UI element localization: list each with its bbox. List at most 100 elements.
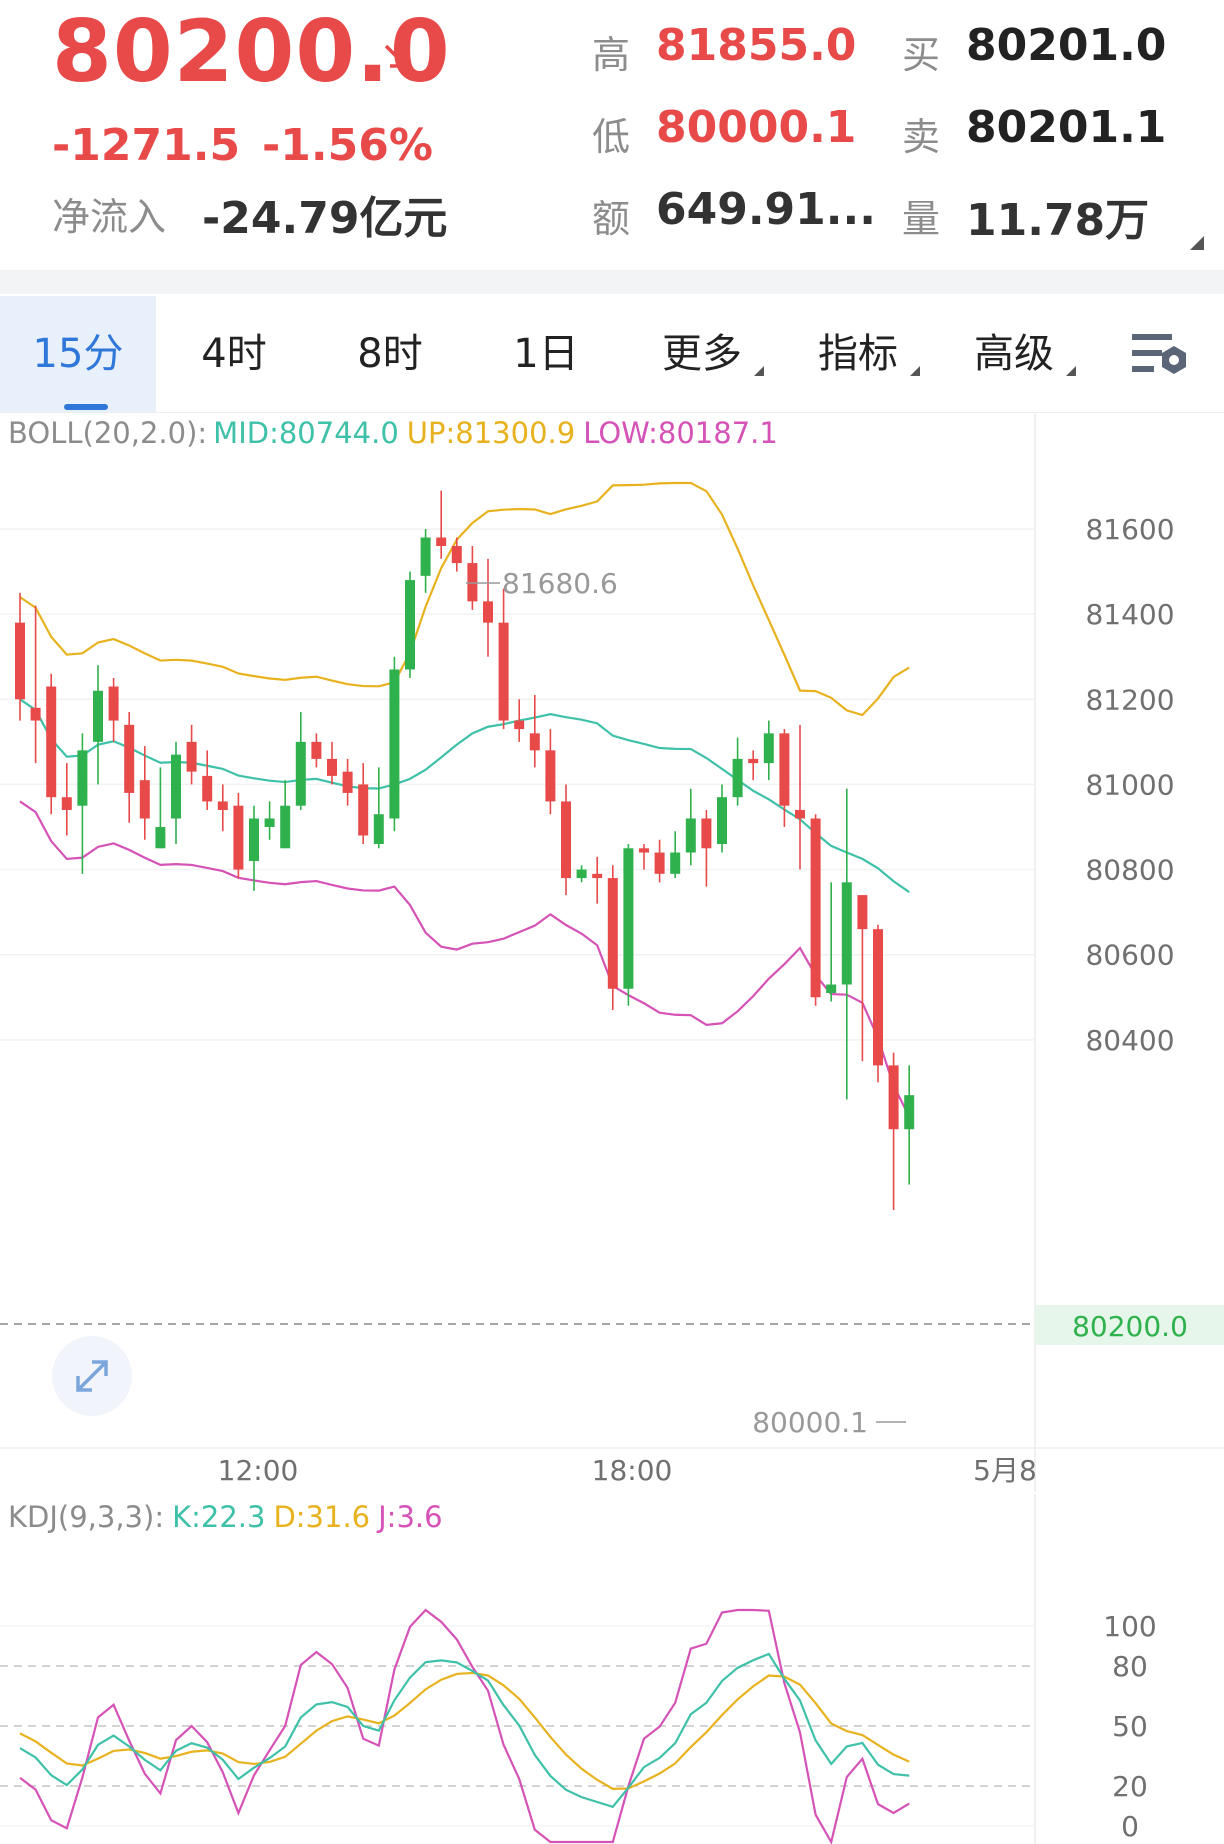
- tab-advanced[interactable]: 高级: [936, 296, 1092, 412]
- candle-body: [46, 686, 57, 798]
- candle-body: [888, 1065, 899, 1130]
- candle-body: [342, 771, 353, 793]
- candle-body: [202, 775, 213, 802]
- high-marker: 81680.6: [502, 567, 618, 600]
- last-price: 80200.0: [52, 2, 451, 102]
- buy-price: 80201.0: [966, 20, 1167, 71]
- price-axis: 81600 81400 81200 81000 80800 80600 80400: [1085, 513, 1174, 1057]
- boll-mid-value: MID:80744.0: [213, 416, 399, 450]
- expand-corner-icon[interactable]: [1190, 236, 1204, 250]
- price-down-arrow-icon: [384, 44, 408, 68]
- sell-label: 卖: [902, 115, 941, 159]
- kdj-axis: 100 80 50 20 0: [1103, 1610, 1156, 1843]
- time-label-1200: 12:00: [218, 1454, 299, 1487]
- dropdown-triangle-icon: [1066, 366, 1076, 376]
- candle-body: [561, 801, 571, 879]
- expand-arrows-icon: [76, 1360, 108, 1392]
- candle-body: [545, 750, 556, 802]
- tab-indicators[interactable]: 指标: [780, 296, 936, 412]
- time-label-1800: 18:00: [592, 1454, 673, 1487]
- kdj-j-value: J:3.6: [376, 1500, 442, 1534]
- candle-body: [358, 784, 369, 836]
- candle-body: [623, 848, 634, 989]
- candle-body: [701, 818, 712, 849]
- boll-lines: [19, 481, 911, 1118]
- kdj-axis-label: 100: [1103, 1610, 1156, 1643]
- candle-body: [295, 741, 306, 806]
- candle-body: [654, 852, 665, 874]
- boll-upper-line: [19, 481, 910, 717]
- candle-body: [904, 1095, 915, 1130]
- current-price-tag: 80200.0: [1072, 1310, 1188, 1343]
- candle-body: [857, 895, 868, 930]
- active-tab-indicator: [64, 404, 108, 410]
- candle-body: [826, 984, 837, 994]
- candle-body: [311, 741, 322, 759]
- low-value: 80000.1: [656, 102, 857, 153]
- price-change-pct: -1.56%: [262, 120, 433, 171]
- candle-body: [529, 733, 540, 751]
- tab-15m[interactable]: 15分: [0, 296, 156, 412]
- candle-body: [873, 929, 883, 1066]
- candle-body: [717, 797, 727, 845]
- candle-body: [139, 780, 150, 819]
- candle-body: [639, 848, 649, 853]
- tab-more[interactable]: 更多: [624, 296, 780, 412]
- high-value: 81855.0: [656, 20, 857, 71]
- kdj-k-value: K:22.3: [172, 1500, 265, 1534]
- sell-price: 80201.1: [966, 102, 1167, 153]
- candle-body: [467, 563, 478, 602]
- candle-body: [327, 758, 337, 776]
- net-inflow-value: -24.79亿元: [202, 193, 448, 244]
- kdj-d-value: D:31.6: [273, 1500, 370, 1534]
- candlestick-chart[interactable]: 80200.0 81600 81400 81200 81000 80800 80600 80…: [0, 412, 1224, 1492]
- chart-settings-icon[interactable]: [1130, 328, 1192, 384]
- price-axis-label: 81200: [1085, 683, 1174, 716]
- kdj-chart[interactable]: 100 80 50 20 0 KDJ(9,3,3): K:22.3 D:31.6 J:3.6: [0, 1494, 1224, 1844]
- boll-lower-line: [19, 800, 911, 1118]
- tab-4h[interactable]: 4时: [201, 331, 267, 377]
- tab-8h[interactable]: 8时: [357, 331, 423, 377]
- candle-body: [748, 758, 759, 764]
- candle-body: [420, 537, 431, 576]
- candle-body: [405, 580, 415, 670]
- kdj-axis-label: 50: [1112, 1710, 1148, 1743]
- candle-body: [186, 741, 197, 772]
- price-axis-label: 81400: [1085, 598, 1174, 631]
- kdj-gridlines: [0, 1625, 1035, 1827]
- kdj-axis-label: 0: [1121, 1810, 1139, 1843]
- dropdown-triangle-icon: [754, 366, 764, 376]
- candle-body: [280, 805, 291, 849]
- candle-body: [810, 818, 821, 998]
- kdj-legend: KDJ(9,3,3): K:22.3 D:31.6 J:3.6: [8, 1500, 443, 1534]
- candle-body: [841, 882, 852, 985]
- time-label-may8: 5月8: [973, 1454, 1037, 1487]
- price-change: -1271.5: [52, 120, 241, 171]
- candle-body: [389, 669, 400, 819]
- kdj-name: KDJ(9,3,3):: [8, 1500, 164, 1534]
- candle-body: [30, 707, 41, 721]
- low-marker: 80000.1: [752, 1406, 868, 1439]
- amount-label: 额: [592, 197, 631, 241]
- fullscreen-button[interactable]: [52, 1336, 132, 1416]
- candle-body: [93, 690, 103, 742]
- candle-body: [514, 720, 525, 730]
- candle-body: [264, 818, 275, 827]
- candle-body: [217, 801, 228, 810]
- candle-body: [779, 733, 790, 806]
- candle-body: [373, 814, 384, 845]
- kdj-k-line: [19, 1652, 910, 1809]
- candle-body: [108, 686, 119, 721]
- candle-body: [451, 546, 462, 564]
- boll-mid-line: [19, 698, 910, 894]
- candle-body: [576, 869, 587, 879]
- candle-body: [732, 758, 743, 798]
- tab-1d[interactable]: 1日: [513, 331, 579, 377]
- volume-label: 量: [902, 197, 941, 241]
- kdj-axis-label: 20: [1112, 1770, 1148, 1803]
- candle-body: [763, 733, 774, 764]
- candle-body: [795, 809, 805, 819]
- kdj-d-line: [19, 1671, 910, 1790]
- kdj-axis-label: 80: [1112, 1650, 1148, 1683]
- candle-body: [436, 537, 447, 547]
